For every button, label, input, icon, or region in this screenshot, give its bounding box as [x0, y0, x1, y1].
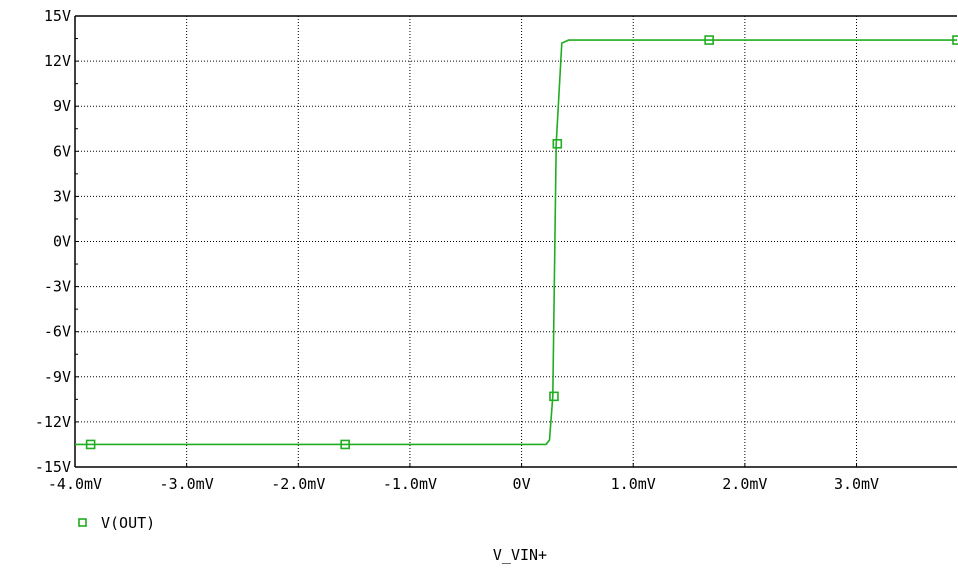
y-tick-label: -3V: [44, 278, 71, 296]
series-marker: [85, 439, 96, 450]
y-tick-label: 9V: [53, 97, 71, 115]
y-tick-label: -6V: [44, 323, 71, 341]
series-marker: [340, 439, 350, 450]
x-tick-label: -3.0mV: [160, 475, 214, 493]
x-tick-label: 1.0mV: [611, 475, 656, 493]
series-marker: [552, 138, 563, 149]
x-tick-label: 2.0mV: [722, 475, 767, 493]
x-tick-label: -1.0mV: [383, 475, 437, 493]
y-tick-label: 6V: [53, 142, 71, 160]
x-tick-label: 3.0mV: [834, 475, 879, 493]
y-tick-label: -15V: [35, 458, 71, 476]
y-tick-label: 3V: [53, 187, 71, 205]
legend-marker: [78, 518, 87, 527]
x-tick-label: -4.0mV: [48, 475, 102, 493]
x-tick-label: -2.0mV: [271, 475, 325, 493]
y-tick-label: 0V: [53, 233, 71, 251]
series-line-v-out: [75, 39, 957, 446]
y-tick-label: 12V: [44, 52, 71, 70]
series-marker: [549, 391, 559, 402]
tick-labels: 15V 12V 9V 6V 3V 0V -3V -6V -9V -12V -15V-4.0mV -3.…: [35, 7, 879, 493]
x-axis-label: V_VIN+: [493, 546, 547, 564]
y-tick-label: -12V: [35, 413, 71, 431]
series-marker: [952, 35, 958, 45]
y-tick-label: 15V: [44, 7, 71, 25]
axes: [74, 15, 957, 468]
legend-label: V(OUT): [101, 514, 155, 532]
legend: V(OUT): [78, 514, 155, 532]
series-layer: [75, 35, 958, 450]
series-marker: [704, 35, 714, 45]
y-tick-label: -9V: [44, 368, 71, 386]
grid: [75, 16, 957, 467]
x-tick-label: 0V: [513, 475, 531, 493]
